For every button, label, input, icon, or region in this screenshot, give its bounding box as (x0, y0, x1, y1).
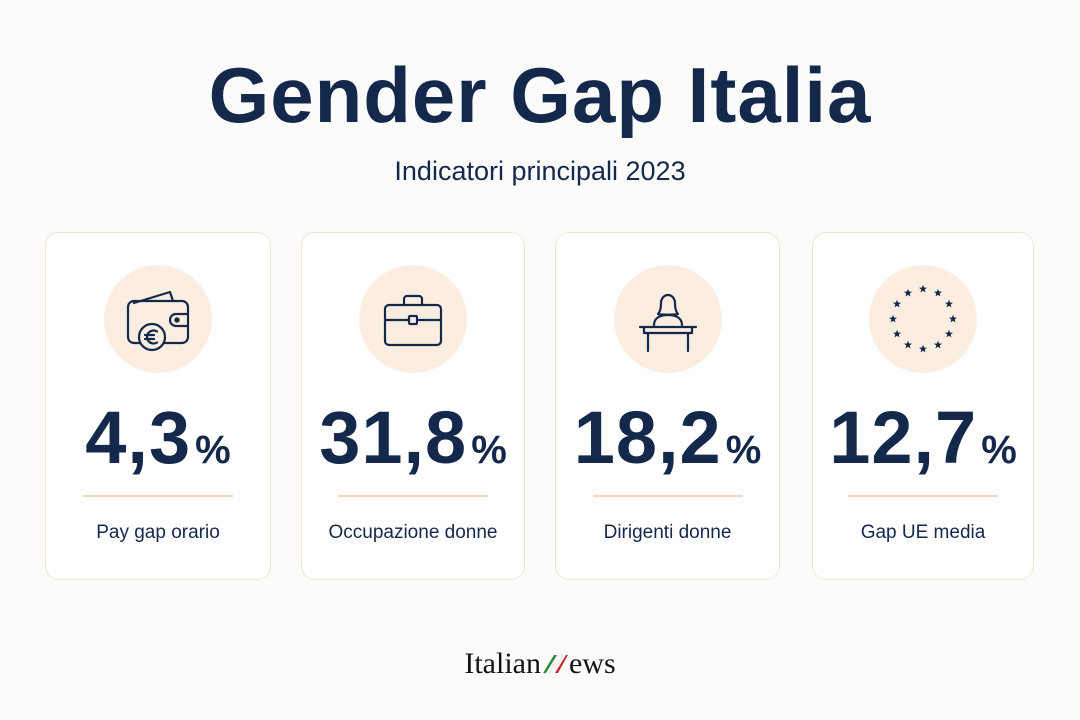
stat-unit: % (195, 428, 231, 472)
eu-star (934, 340, 942, 349)
stat-value: 12,7% (813, 393, 1033, 483)
stat-value: 18,2% (556, 393, 779, 483)
stat-unit: % (471, 428, 507, 472)
eu-star (919, 284, 927, 293)
brand-text-left: Italian (464, 647, 541, 680)
stat-card-gap-ue: 12,7% Gap UE media (812, 232, 1034, 580)
woman-at-podium-icon (613, 265, 722, 373)
brand-logo: Italian ews (0, 644, 1080, 684)
brand-text-right: ews (568, 647, 616, 680)
eu-star (944, 299, 953, 308)
eu-star (904, 288, 912, 297)
stat-value: 4,3% (46, 393, 270, 483)
eu-star (949, 314, 957, 323)
eu-star (893, 329, 902, 338)
stat-label: Dirigenti donne (603, 522, 732, 543)
stat-card-occupazione: 31,8% Occupazione donne (301, 232, 525, 580)
divider (848, 495, 998, 497)
page-title: Gender Gap Italia (208, 51, 872, 139)
eu-star (919, 344, 927, 353)
divider (338, 495, 488, 497)
stat-card-dirigenti: 18,2% Dirigenti donne (555, 232, 780, 580)
stat-card-pay-gap: 4,3% Pay gap orario (45, 232, 271, 580)
briefcase-icon (359, 265, 467, 373)
divider (592, 495, 743, 497)
stat-number: 4,3 (85, 396, 192, 479)
italian-flag-n-icon (542, 654, 568, 674)
eu-star (944, 329, 953, 338)
eu-star (934, 288, 942, 297)
page-subtitle: Indicatori principali 2023 (394, 156, 686, 186)
stat-label: Gap UE media (860, 522, 986, 543)
stat-label: Occupazione donne (328, 522, 498, 543)
eu-stars-icon (869, 265, 977, 373)
stat-unit: % (981, 428, 1017, 472)
eu-star (893, 299, 902, 308)
stat-number: 31,8 (319, 396, 468, 479)
divider (83, 495, 233, 497)
stat-unit: % (725, 428, 762, 472)
stat-number: 12,7 (829, 396, 978, 479)
stat-value: 31,8% (302, 393, 524, 483)
eu-star (889, 314, 897, 323)
stat-label: Pay gap orario (96, 522, 220, 543)
eu-star (904, 340, 912, 349)
wallet-euro-icon (104, 265, 212, 373)
stat-number: 18,2 (573, 396, 722, 479)
